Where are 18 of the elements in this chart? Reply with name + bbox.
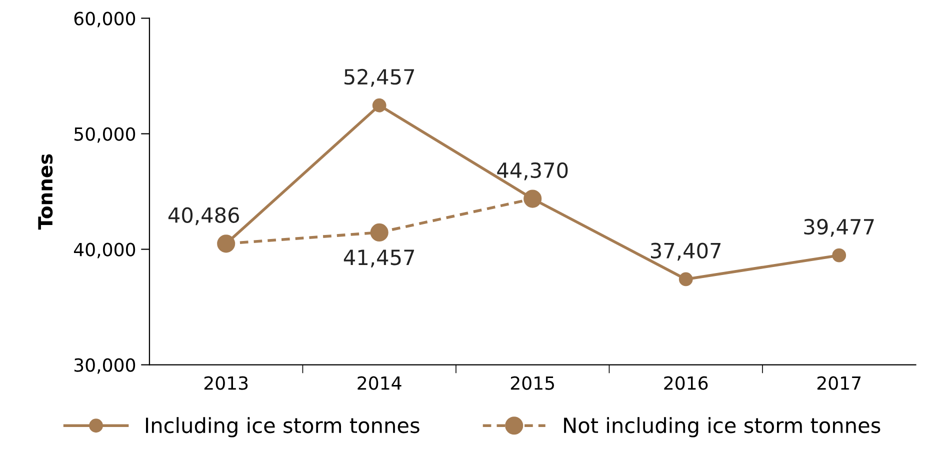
x-tick-label: 2014: [358, 376, 402, 390]
data-label: 40,486: [168, 207, 240, 226]
legend-label: Including ice storm tonnes: [146, 417, 420, 438]
y-tick-label: 50,000: [74, 127, 136, 143]
y-axis-title: Tonnes: [38, 154, 53, 230]
y-tick-label: 30,000: [74, 358, 136, 374]
x-tick-label: 2015: [510, 376, 554, 390]
x-tick-label: 2017: [817, 376, 861, 390]
data-label: 37,407: [650, 242, 721, 261]
data-label: 39,477: [804, 218, 874, 237]
data-label: 44,370: [497, 162, 568, 180]
x-tick-label: 2013: [204, 376, 248, 390]
y-tick-label: 60,000: [74, 12, 136, 28]
x-tick-label: 2016: [664, 376, 708, 390]
y-tick-label: 40,000: [74, 242, 136, 258]
legend-label: Not including ice storm tonnes: [564, 417, 880, 438]
data-label: 52,457: [344, 68, 414, 87]
data-label: 41,457: [344, 250, 414, 268]
